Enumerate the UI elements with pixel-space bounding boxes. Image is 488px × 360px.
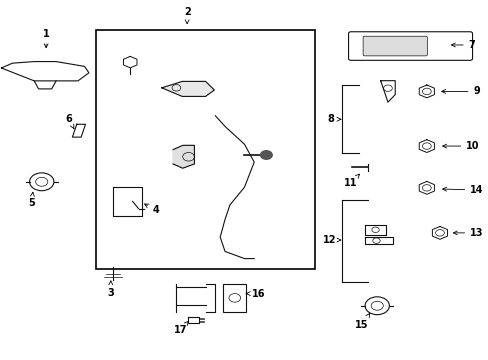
Text: 5: 5 (28, 192, 35, 208)
Circle shape (260, 151, 272, 159)
FancyBboxPatch shape (348, 32, 471, 60)
Text: 13: 13 (452, 228, 483, 238)
Text: 4: 4 (144, 204, 159, 215)
Text: 7: 7 (450, 40, 474, 50)
FancyBboxPatch shape (363, 36, 427, 56)
Text: 3: 3 (107, 281, 114, 297)
Text: 9: 9 (441, 86, 479, 96)
Text: 10: 10 (442, 141, 479, 151)
Bar (223, 284, 246, 312)
Text: 14: 14 (442, 185, 483, 195)
Text: 2: 2 (183, 7, 190, 24)
Text: 1: 1 (42, 28, 49, 48)
Text: 16: 16 (246, 289, 265, 298)
Text: 11: 11 (343, 174, 359, 188)
Polygon shape (173, 145, 194, 168)
Text: 17: 17 (173, 321, 188, 335)
Polygon shape (162, 81, 214, 96)
Text: 12: 12 (323, 235, 340, 245)
Text: 8: 8 (327, 114, 340, 124)
Text: 6: 6 (65, 113, 74, 129)
Bar (96, 30, 314, 269)
Text: 15: 15 (355, 314, 369, 330)
